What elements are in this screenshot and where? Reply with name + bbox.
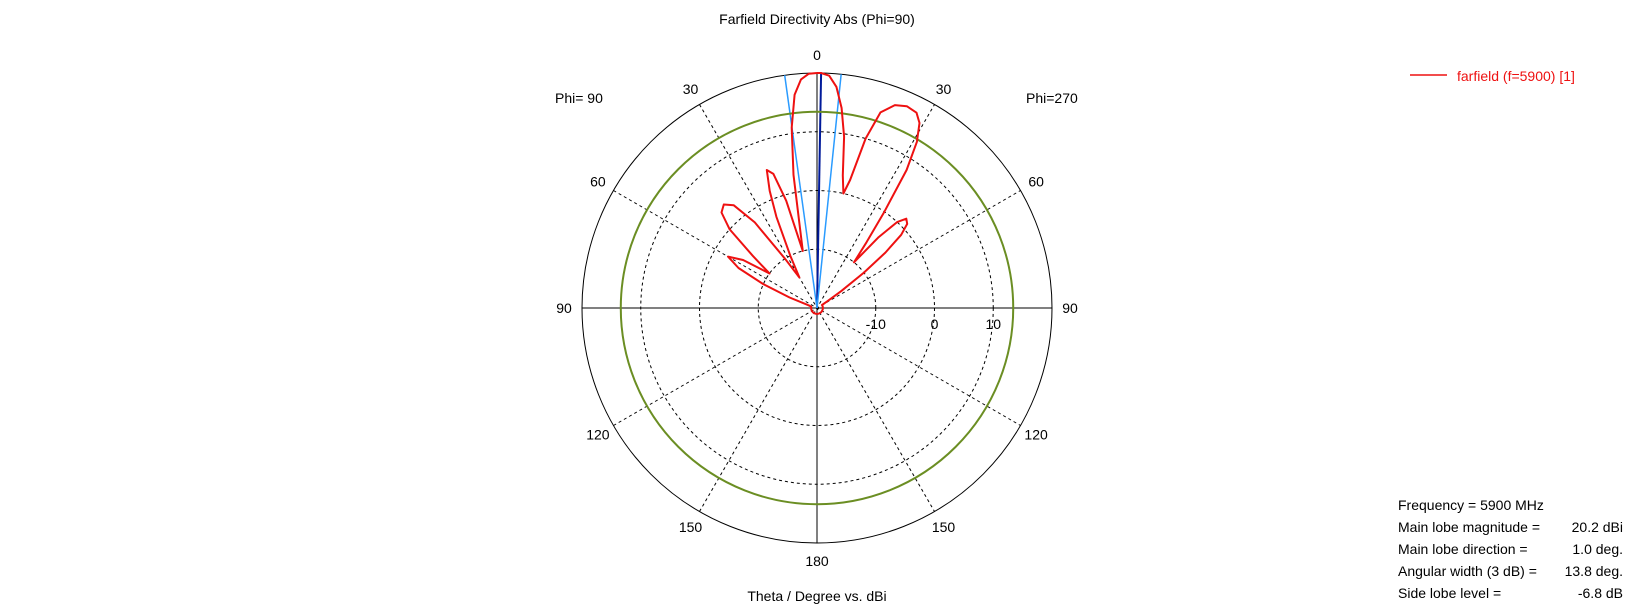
angle-tick-label: 90 (1062, 300, 1078, 316)
radial-tick-label: 0 (931, 316, 939, 332)
left-half-label: Phi= 90 (555, 90, 603, 106)
stat-label: Main lobe magnitude = (1398, 519, 1541, 535)
angle-tick-label: 90 (556, 300, 572, 316)
angle-tick-label: 30 (683, 81, 699, 97)
stat-main-lobe-magnitude: Main lobe magnitude = 20.2 dBi (1398, 516, 1623, 538)
angle-tick-label: 30 (936, 81, 952, 97)
x-axis-label: Theta / Degree vs. dBi (747, 588, 886, 604)
stats-panel: Frequency = 5900 MHz Main lobe magnitude… (1398, 494, 1623, 604)
stat-value: 1.0 deg. (1572, 541, 1623, 557)
right-half-label: Phi=270 (1026, 90, 1078, 106)
stat-frequency: Frequency = 5900 MHz (1398, 494, 1623, 516)
angle-tick-label: 120 (1024, 427, 1048, 443)
angle-tick-label: 0 (813, 47, 821, 63)
chart-title: Farfield Directivity Abs (Phi=90) (719, 11, 915, 27)
stat-value: 13.8 deg. (1564, 563, 1623, 579)
stat-value: -6.8 dB (1577, 585, 1623, 601)
reference-lines (619, 73, 1015, 506)
legend: farfield (f=5900) [1] (1410, 68, 1575, 84)
angle-tick-label: 60 (1028, 174, 1044, 190)
side-lobe-level-circle (619, 110, 1015, 506)
series-line (720, 72, 921, 315)
stat-side-lobe-level: Side lobe level = -6.8 dB (1398, 582, 1623, 604)
stat-main-lobe-direction: Main lobe direction = 1.0 deg. (1398, 538, 1623, 560)
stat-label: Side lobe level = (1398, 585, 1502, 601)
angle-tick-label: 60 (590, 174, 606, 190)
stat-angular-width: Angular width (3 dB) = 13.8 deg. (1398, 560, 1623, 582)
angle-tick-label: 180 (805, 553, 829, 569)
stat-label: Frequency = 5900 MHz (1398, 497, 1544, 513)
beamwidth-line (783, 75, 818, 309)
polar-tick-labels: 0 30 60 90 120 150 180 30 60 90 120 150 -10 0 10 (556, 47, 1078, 569)
stat-label: Main lobe direction = (1398, 541, 1528, 557)
angle-tick-label: 150 (932, 519, 956, 535)
stat-value: 20.2 dBi (1571, 519, 1623, 535)
angle-tick-label: 120 (586, 427, 610, 443)
radial-tick-label: -10 (866, 316, 886, 332)
pattern-series (720, 72, 921, 315)
legend-label: farfield (f=5900) [1] (1457, 68, 1575, 84)
radial-tick-label: 10 (985, 316, 1001, 332)
angle-tick-label: 150 (679, 519, 703, 535)
stat-label: Angular width (3 dB) = (1398, 563, 1537, 579)
